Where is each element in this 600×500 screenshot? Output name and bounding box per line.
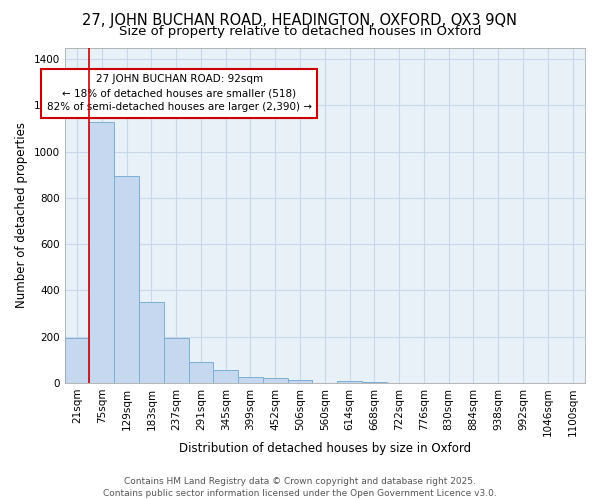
Bar (263, 378, 287, 383)
Bar (114, 176, 139, 383)
Bar (238, 377, 263, 383)
Bar (65, 338, 89, 383)
Bar (164, 338, 188, 383)
Bar (188, 362, 214, 383)
Bar (139, 302, 164, 383)
Bar (362, 382, 387, 383)
Text: 27, JOHN BUCHAN ROAD, HEADINGTON, OXFORD, OX3 9QN: 27, JOHN BUCHAN ROAD, HEADINGTON, OXFORD… (83, 12, 517, 28)
Y-axis label: Number of detached properties: Number of detached properties (15, 122, 28, 308)
Text: Contains HM Land Registry data © Crown copyright and database right 2025.
Contai: Contains HM Land Registry data © Crown c… (103, 476, 497, 498)
Text: Size of property relative to detached houses in Oxford: Size of property relative to detached ho… (119, 25, 481, 38)
Text: 27 JOHN BUCHAN ROAD: 92sqm
← 18% of detached houses are smaller (518)
82% of sem: 27 JOHN BUCHAN ROAD: 92sqm ← 18% of deta… (47, 74, 311, 112)
Bar (214, 370, 238, 383)
Bar (287, 380, 313, 383)
Bar (337, 380, 362, 383)
X-axis label: Distribution of detached houses by size in Oxford: Distribution of detached houses by size … (179, 442, 471, 455)
Bar (89, 122, 114, 383)
